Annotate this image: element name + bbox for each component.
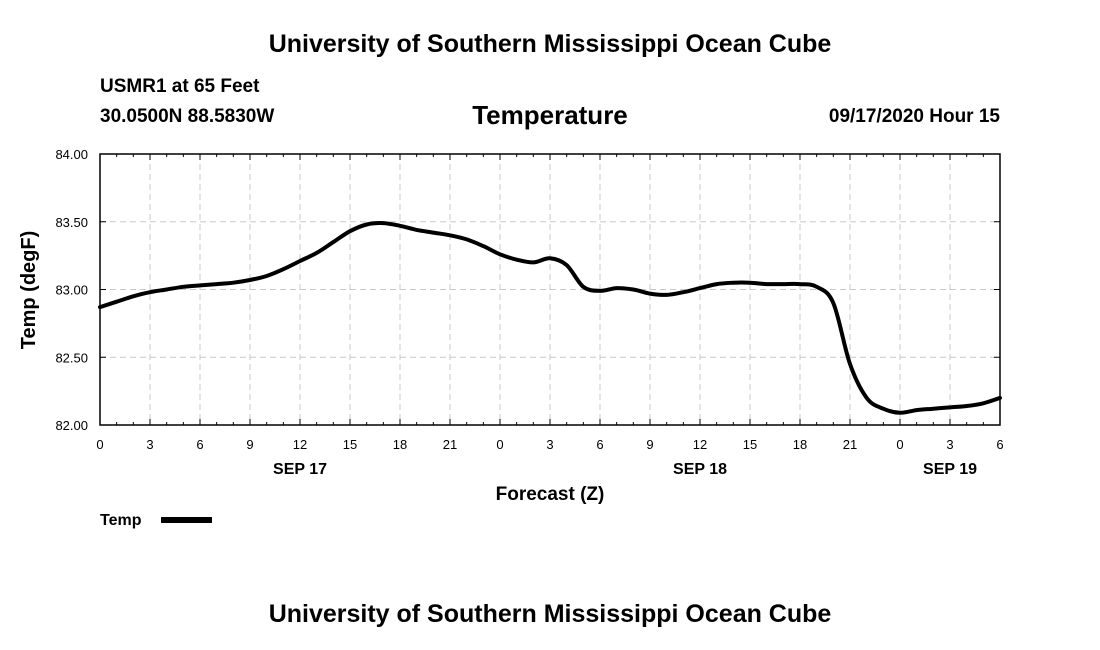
y-tick-label: 82.00 <box>55 418 88 433</box>
x-tick-label: 9 <box>646 437 653 452</box>
y-tick-label: 83.00 <box>55 283 88 298</box>
x-axis-label: Forecast (Z) <box>496 484 605 505</box>
chart-title: Temperature <box>472 100 628 130</box>
x-tick-label: 15 <box>343 437 357 452</box>
date-labels: SEP 17 SEP 18 SEP 19 <box>273 461 977 478</box>
date-label: SEP 18 <box>673 461 727 478</box>
date-label: SEP 19 <box>923 461 977 478</box>
x-tick-label: 3 <box>546 437 553 452</box>
title-top: University of Southern Mississippi Ocean… <box>268 30 832 58</box>
location-label: 30.0500N 88.5830W <box>100 106 275 127</box>
temp-series-line <box>98 221 1002 415</box>
x-tick-label: 21 <box>443 437 457 452</box>
timestamp-label: 09/17/2020 Hour 15 <box>828 106 1000 127</box>
x-tick-label: 18 <box>393 437 407 452</box>
y-tick-label: 84.00 <box>55 147 88 162</box>
title-bottom: University of Southern Mississippi Ocean… <box>268 600 832 628</box>
x-tick-label: 12 <box>293 437 307 452</box>
y-axis-label: Temp (degF) <box>18 231 40 350</box>
x-tick-label: 3 <box>946 437 953 452</box>
x-tick-label: 6 <box>196 437 203 452</box>
x-tick-labels: 0 3 6 9 12 15 18 21 0 3 6 9 12 15 18 21 0 3 6 <box>96 437 1003 452</box>
station-label: USMR1 at 65 Feet <box>100 76 260 97</box>
y-tick-label: 83.50 <box>55 215 88 230</box>
x-tick-label: 6 <box>596 437 603 452</box>
x-tick-label: 21 <box>843 437 857 452</box>
x-tick-label: 15 <box>743 437 757 452</box>
axis-ticks <box>99 153 1001 426</box>
legend-label: Temp <box>100 512 142 529</box>
x-tick-label: 3 <box>146 437 153 452</box>
grid-lines <box>100 154 1000 425</box>
x-tick-label: 9 <box>246 437 253 452</box>
y-tick-label: 82.50 <box>55 350 88 365</box>
x-tick-label: 18 <box>793 437 807 452</box>
x-tick-label: 12 <box>693 437 707 452</box>
x-tick-label: 0 <box>896 437 903 452</box>
x-tick-label: 0 <box>96 437 103 452</box>
x-tick-label: 0 <box>496 437 503 452</box>
x-tick-label: 6 <box>996 437 1003 452</box>
y-tick-labels: 82.00 82.50 83.00 83.50 84.00 <box>55 147 88 433</box>
date-label: SEP 17 <box>273 461 327 478</box>
